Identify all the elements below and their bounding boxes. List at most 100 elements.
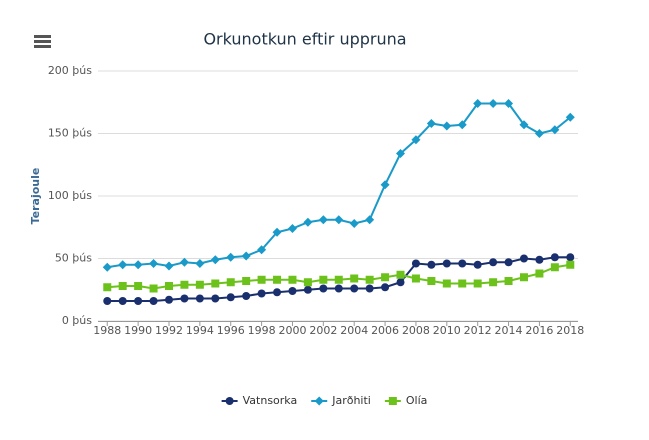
- marker: [388, 397, 397, 405]
- marker: [396, 278, 405, 287]
- marker: [473, 279, 482, 288]
- marker: [381, 283, 390, 292]
- legend-item[interactable]: Jarðhiti: [311, 394, 371, 407]
- x-tick-label: 2004: [340, 324, 368, 337]
- marker: [427, 260, 436, 269]
- marker: [134, 297, 143, 305]
- x-tick-label: 2006: [371, 324, 399, 337]
- marker: [288, 275, 297, 284]
- marker: [242, 277, 251, 285]
- marker: [535, 269, 544, 278]
- marker: [550, 125, 560, 135]
- marker: [314, 396, 324, 406]
- marker: [319, 275, 328, 284]
- marker: [164, 282, 173, 290]
- marker: [427, 277, 436, 285]
- marker: [350, 274, 359, 283]
- marker: [149, 259, 159, 268]
- x-tick-label: 1988: [93, 324, 121, 337]
- marker: [257, 275, 266, 284]
- marker: [396, 270, 405, 279]
- marker: [349, 219, 359, 228]
- marker: [103, 283, 112, 292]
- marker: [257, 289, 266, 298]
- marker: [303, 278, 312, 287]
- legend-label: Vatnsorka: [243, 394, 298, 407]
- chart-title: Orkunotkun eftir uppruna: [203, 30, 406, 49]
- marker: [442, 279, 451, 288]
- marker: [504, 277, 513, 285]
- y-tick-label: 200 þús: [48, 64, 92, 77]
- marker: [226, 293, 235, 302]
- marker: [180, 294, 189, 303]
- marker: [473, 260, 482, 269]
- marker: [242, 292, 251, 300]
- marker: [133, 260, 143, 270]
- menu-button[interactable]: [34, 35, 51, 48]
- x-tick-label: 2018: [556, 324, 584, 337]
- marker: [365, 275, 374, 284]
- x-tick-label: 2016: [525, 324, 553, 337]
- marker: [334, 284, 343, 293]
- marker: [164, 261, 174, 271]
- x-tick-label: 1998: [248, 324, 276, 337]
- marker: [411, 135, 421, 145]
- x-tick-label: 2010: [433, 324, 461, 337]
- marker: [303, 217, 313, 227]
- y-tick-label: 0 þús: [62, 314, 92, 327]
- x-tick-label: 1992: [155, 324, 183, 337]
- marker: [164, 295, 173, 304]
- legend-item[interactable]: Vatnsorka: [221, 394, 298, 407]
- marker: [257, 245, 267, 255]
- legend: Vatnsorka Jarðhiti Olía: [221, 394, 428, 407]
- marker: [396, 149, 406, 158]
- marker: [319, 284, 328, 293]
- marker: [180, 280, 189, 289]
- marker: [303, 285, 312, 294]
- marker: [411, 259, 420, 268]
- marker: [565, 112, 575, 122]
- marker: [566, 260, 575, 269]
- marker: [489, 278, 498, 287]
- marker: [226, 252, 236, 262]
- marker: [195, 259, 205, 268]
- x-tick-label: 2012: [464, 324, 492, 337]
- marker: [103, 297, 112, 305]
- marker: [411, 274, 420, 283]
- marker: [318, 215, 328, 225]
- marker: [272, 227, 282, 237]
- marker: [211, 279, 220, 288]
- marker: [195, 294, 204, 303]
- x-tick-label: 1996: [217, 324, 245, 337]
- marker: [365, 284, 374, 293]
- marker: [519, 273, 528, 282]
- y-axis-label: Terajoule: [29, 168, 42, 225]
- marker: [179, 257, 189, 267]
- legend-item[interactable]: Olía: [384, 394, 428, 407]
- marker: [550, 253, 559, 262]
- marker: [273, 275, 282, 284]
- marker: [102, 262, 112, 272]
- x-tick-label: 2000: [278, 324, 306, 337]
- marker: [118, 297, 127, 305]
- marker: [288, 287, 297, 295]
- marker: [566, 253, 575, 262]
- marker: [211, 294, 220, 303]
- marker: [195, 280, 204, 289]
- marker: [350, 284, 359, 293]
- marker: [488, 99, 498, 108]
- series-line: [107, 102, 571, 269]
- marker: [426, 119, 436, 128]
- legend-label: Olía: [406, 394, 428, 407]
- marker: [380, 180, 390, 190]
- marker: [519, 120, 529, 130]
- marker: [134, 282, 143, 290]
- x-tick-label: 1990: [124, 324, 152, 337]
- marker: [287, 224, 297, 233]
- marker: [535, 255, 544, 264]
- marker: [534, 129, 544, 138]
- marker: [225, 397, 234, 405]
- marker: [489, 258, 498, 267]
- marker: [458, 279, 467, 288]
